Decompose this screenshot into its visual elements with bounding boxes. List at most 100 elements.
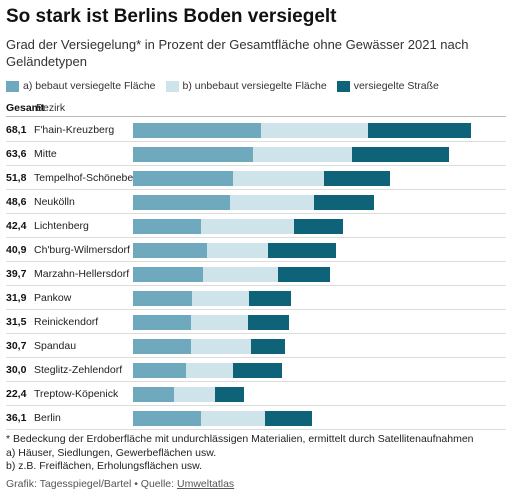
header-total: Gesamt: [6, 102, 45, 114]
stacked-bar: [133, 123, 471, 138]
source-link[interactable]: Umweltatlas: [176, 478, 235, 490]
row-divider: [6, 141, 506, 142]
credit-prefix: Grafik: Tagesspiegel/Bartel • Quelle:: [6, 478, 177, 490]
district-label: Reinickendorf: [34, 316, 99, 328]
footnotes: * Bedeckung der Erdoberfläche mit undurc…: [6, 433, 474, 474]
total-label: 39,7: [6, 268, 27, 280]
bar-segment-c: [324, 171, 391, 186]
bar-row: 30,0 Steglitz-Zehlendorf: [0, 359, 518, 382]
bar-segment-c: [278, 267, 331, 282]
legend-swatch-b: [165, 80, 179, 92]
total-label: 40,9: [6, 244, 27, 256]
row-divider: [6, 429, 506, 430]
bar-segment-b: [186, 363, 234, 378]
district-label: Steglitz-Zehlendorf: [34, 364, 123, 376]
stacked-bar: [133, 195, 375, 210]
district-label: Mitte: [34, 148, 57, 160]
district-label: Pankow: [34, 292, 72, 304]
bar-row: 68,1 F'hain-Kreuzberg: [0, 119, 518, 142]
district-label: Spandau: [34, 340, 77, 352]
bar-segment-c: [233, 363, 282, 378]
footnote-star: * Bedeckung der Erdoberfläche mit undurc…: [6, 433, 474, 445]
legend-item-a: a) bebaut versiegelte Fläche: [6, 80, 156, 92]
bar-row: 48,6 Neukölln: [0, 191, 518, 214]
legend-item-c: versiegelte Straße: [336, 80, 439, 92]
bar-segment-a: [133, 171, 233, 186]
row-divider: [6, 285, 506, 286]
row-divider: [6, 333, 506, 334]
bar-segment-c: [215, 387, 245, 402]
bar-segment-b: [201, 411, 265, 426]
stacked-bar: [133, 291, 292, 306]
stacked-bar: [133, 171, 391, 186]
total-label: 31,5: [6, 316, 27, 328]
bar-row: 63,6 Mitte: [0, 143, 518, 166]
bar-row: 51,8 Tempelhof-Schöneberg: [0, 167, 518, 190]
chart-title: So stark ist Berlins Boden versiegelt: [6, 6, 337, 27]
bar-segment-c: [249, 291, 292, 306]
district-label: Treptow-Köpenick: [34, 388, 119, 400]
stacked-bar: [133, 387, 245, 402]
total-label: 48,6: [6, 196, 27, 208]
row-divider: [6, 189, 506, 190]
bar-segment-b: [252, 147, 353, 162]
bar-segment-c: [367, 123, 471, 138]
bar-segment-a: [133, 363, 187, 378]
bar-segment-a: [133, 219, 202, 234]
total-label: 31,9: [6, 292, 27, 304]
stacked-bar: [133, 363, 282, 378]
row-divider: [6, 165, 506, 166]
legend-swatch-a: [6, 80, 19, 92]
legend-item-b: b) unbebaut versiegelte Fläche: [165, 80, 327, 92]
bar-segment-a: [133, 411, 202, 426]
credit-line: Grafik: Tagesspiegel/Bartel • Quelle: Um…: [6, 478, 234, 490]
legend-label-a: a) bebaut versiegelte Fläche: [23, 80, 156, 92]
legend-swatch-c: [336, 80, 350, 92]
row-divider: [6, 405, 506, 406]
district-label: Neukölln: [34, 196, 75, 208]
bar-row: 39,7 Marzahn-Hellersdorf: [0, 263, 518, 286]
bar-segment-b: [206, 243, 269, 258]
bar-segment-a: [133, 243, 207, 258]
bar-segment-b: [190, 339, 252, 354]
legend: a) bebaut versiegelte Fläche b) unbebaut…: [6, 80, 449, 92]
bar-segment-c: [293, 219, 344, 234]
bar-segment-a: [133, 339, 191, 354]
stacked-bar: [133, 219, 344, 234]
bar-segment-b: [229, 195, 315, 210]
footnote-b: b) z.B. Freiflächen, Erholungsflächen us…: [6, 460, 203, 472]
legend-label-c: versiegelte Straße: [353, 80, 439, 92]
row-divider: [6, 213, 506, 214]
bar-row: 40,9 Ch'burg-Wilmersdorf: [0, 239, 518, 262]
bar-segment-a: [133, 267, 203, 282]
bar-row: 30,7 Spandau: [0, 335, 518, 358]
bar-segment-b: [232, 171, 325, 186]
bar-segment-c: [251, 339, 286, 354]
bar-segment-a: [133, 147, 253, 162]
district-label: Berlin: [34, 412, 61, 424]
bar-segment-b: [192, 291, 250, 306]
header-divider: [6, 116, 506, 117]
total-label: 30,7: [6, 340, 27, 352]
total-label: 36,1: [6, 412, 27, 424]
bar-row: 31,9 Pankow: [0, 287, 518, 310]
stacked-bar: [133, 339, 286, 354]
bar-segment-a: [133, 315, 191, 330]
footnote-a: a) Häuser, Siedlungen, Gewerbeflächen us…: [6, 446, 217, 459]
bar-segment-b: [201, 219, 294, 234]
stacked-bar: [133, 147, 449, 162]
bar-segment-a: [133, 123, 262, 138]
row-divider: [6, 261, 506, 262]
legend-label-b: b) unbebaut versiegelte Fläche: [182, 80, 327, 92]
stacked-bar: [133, 267, 331, 282]
bar-row: 22,4 Treptow-Köpenick: [0, 383, 518, 406]
total-label: 22,4: [6, 388, 27, 400]
district-label: Lichtenberg: [34, 220, 89, 232]
bar-segment-b: [261, 123, 368, 138]
district-label: Tempelhof-Schöneberg: [34, 172, 143, 184]
district-label: F'hain-Kreuzberg: [34, 124, 115, 136]
row-divider: [6, 237, 506, 238]
bar-row: 31,5 Reinickendorf: [0, 311, 518, 334]
total-label: 63,6: [6, 148, 27, 160]
stacked-bar: [133, 315, 290, 330]
